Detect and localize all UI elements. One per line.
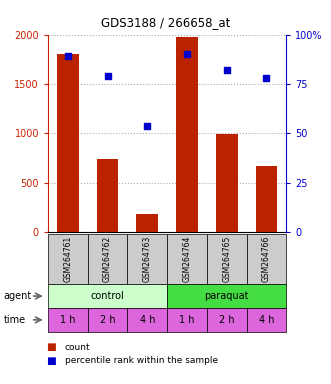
Point: [105, 73, 110, 79]
Text: 4 h: 4 h: [140, 315, 155, 325]
Text: GSM264762: GSM264762: [103, 236, 112, 282]
Bar: [88, 308, 127, 332]
Bar: [48, 284, 167, 308]
Point: [224, 67, 229, 73]
Bar: [247, 234, 286, 284]
Bar: [136, 214, 158, 232]
Text: 4 h: 4 h: [259, 315, 274, 325]
Text: 2 h: 2 h: [219, 315, 235, 325]
Bar: [256, 166, 277, 232]
Bar: [176, 36, 198, 232]
Text: GSM264763: GSM264763: [143, 236, 152, 282]
Text: GDS3188 / 266658_at: GDS3188 / 266658_at: [101, 17, 230, 30]
Bar: [167, 234, 207, 284]
Bar: [216, 134, 238, 232]
Text: percentile rank within the sample: percentile rank within the sample: [65, 356, 218, 365]
Text: ■: ■: [46, 356, 56, 366]
Bar: [127, 234, 167, 284]
Text: GSM264764: GSM264764: [182, 236, 192, 282]
Bar: [207, 308, 247, 332]
Point: [184, 51, 190, 58]
Bar: [48, 234, 88, 284]
Bar: [207, 234, 247, 284]
Text: GSM264766: GSM264766: [262, 236, 271, 282]
Bar: [247, 308, 286, 332]
Point: [65, 53, 71, 60]
Text: ■: ■: [46, 342, 56, 352]
Text: count: count: [65, 343, 90, 352]
Text: control: control: [91, 291, 124, 301]
Text: GSM264765: GSM264765: [222, 236, 231, 282]
Point: [145, 122, 150, 129]
Text: 2 h: 2 h: [100, 315, 116, 325]
Text: 1 h: 1 h: [60, 315, 75, 325]
Bar: [97, 159, 118, 232]
Bar: [88, 234, 127, 284]
Text: 1 h: 1 h: [179, 315, 195, 325]
Text: paraquat: paraquat: [205, 291, 249, 301]
Bar: [48, 308, 88, 332]
Bar: [127, 308, 167, 332]
Bar: [57, 55, 79, 232]
Text: time: time: [3, 315, 25, 325]
Text: GSM264761: GSM264761: [63, 236, 72, 282]
Text: agent: agent: [3, 291, 31, 301]
Bar: [167, 284, 286, 308]
Point: [264, 75, 269, 81]
Bar: [167, 308, 207, 332]
